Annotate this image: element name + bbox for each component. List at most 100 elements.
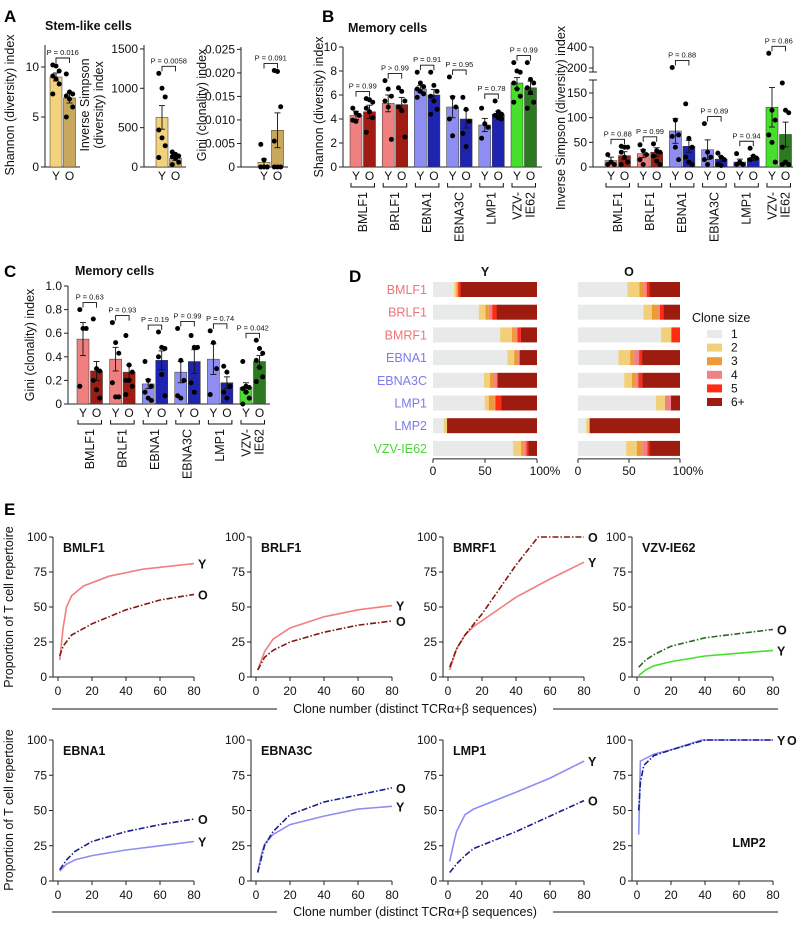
y-tick-label: 25 — [613, 635, 627, 649]
data-point — [258, 141, 264, 147]
series-end-label: O — [396, 782, 406, 796]
data-point — [786, 110, 792, 116]
x-tick-label: 60 — [732, 684, 746, 698]
data-point — [622, 154, 627, 160]
series-end-label: O — [588, 531, 598, 545]
legend-swatch — [707, 357, 722, 366]
stack-segment-6+ — [671, 395, 680, 411]
data-point — [453, 104, 459, 110]
data-point — [446, 74, 452, 80]
data-point — [514, 86, 520, 92]
legend-title: Clone size — [692, 311, 750, 325]
significance-bracket — [55, 57, 70, 63]
x-tick-label: 20 — [283, 888, 297, 902]
line-panel-vzv-ie62 — [628, 536, 774, 681]
x-sublabel: O — [65, 169, 74, 183]
line-panel-ebna1 — [49, 739, 195, 885]
line-panel-brlf1 — [247, 536, 393, 681]
group-bracket — [77, 420, 102, 425]
stack-segment-4 — [494, 395, 496, 411]
data-point — [156, 155, 162, 161]
y-tick-label: 1.0 — [45, 279, 62, 293]
data-point — [718, 163, 724, 169]
x-tick-label: 40 — [509, 888, 523, 902]
group-bracket — [637, 183, 663, 188]
data-point — [278, 104, 284, 110]
stack-segment-6+ — [589, 418, 680, 434]
data-point — [253, 357, 259, 363]
data-point — [531, 99, 537, 105]
stack-segment-6+ — [447, 418, 537, 434]
data-point — [689, 162, 695, 168]
x-sublabel: Y — [144, 406, 152, 420]
y-tick-label: 2 — [330, 136, 337, 150]
p-value: P = 0.016 — [47, 48, 79, 57]
stack-segment-3 — [636, 440, 643, 456]
p-value: P = 0.88 — [668, 50, 696, 59]
series-line-o — [256, 620, 393, 671]
data-point — [772, 117, 778, 123]
data-point — [396, 85, 401, 91]
data-point — [769, 107, 775, 113]
data-point — [618, 149, 624, 155]
data-point — [56, 81, 62, 87]
group-label: LMP1 — [740, 192, 754, 225]
data-point — [421, 84, 427, 90]
bar-group — [414, 64, 441, 188]
y-tick-label: 100 — [567, 111, 587, 125]
x-tick-label: 80 — [577, 684, 591, 698]
data-point — [747, 157, 753, 163]
y-tick-label: 6 — [330, 88, 337, 102]
stack-segment-5 — [646, 282, 650, 297]
data-point — [63, 93, 69, 99]
data-point — [428, 93, 434, 99]
data-point — [524, 105, 530, 111]
stack-segment-3 — [631, 372, 637, 388]
x-tick-label: 60 — [732, 888, 746, 902]
x-sublabel: O — [273, 169, 282, 183]
stack-segment-4 — [515, 327, 518, 343]
data-point — [162, 346, 168, 352]
p-value: P = 0.091 — [255, 54, 287, 63]
bar-group — [446, 69, 473, 188]
y-tick-label: 50 — [424, 600, 438, 614]
data-point — [382, 98, 388, 104]
stack-segment-2 — [661, 327, 672, 343]
series-end-label: O — [588, 795, 598, 809]
data-point — [672, 144, 678, 150]
data-point — [278, 164, 284, 170]
data-point — [396, 104, 401, 110]
stacked-bar-chart-D — [432, 282, 722, 463]
significance-bracket — [212, 323, 228, 329]
x-sublabel: Y — [112, 406, 120, 420]
p-value: P > 0.99 — [381, 64, 409, 73]
data-point — [701, 121, 707, 127]
legend-label: 5 — [731, 381, 738, 395]
group-bracket — [110, 420, 135, 425]
p-value: P = 0.0058 — [151, 56, 187, 65]
bar-group — [765, 45, 792, 188]
x-tick-label: 0 — [634, 684, 641, 698]
data-point — [450, 94, 456, 100]
x-sublabel: O — [461, 169, 470, 183]
series-end-label: Y — [396, 600, 405, 614]
stack-segment-3 — [651, 304, 659, 320]
y-tick-label: 75 — [34, 565, 48, 579]
data-point — [77, 307, 83, 313]
legend-label: 6+ — [731, 395, 745, 409]
stack-segment-3 — [630, 350, 635, 366]
p-value: P = 0.99 — [636, 127, 664, 136]
y-tick-label: 0 — [40, 874, 47, 888]
x-tick-label: 0 — [445, 684, 452, 698]
x-tick-label: 100% — [673, 464, 704, 478]
data-point — [145, 377, 151, 383]
significance-bracket — [610, 138, 625, 145]
x-tick-label: 60 — [543, 684, 557, 698]
data-point — [221, 363, 227, 369]
data-point — [708, 154, 714, 160]
data-point — [240, 401, 246, 407]
significance-bracket — [355, 91, 370, 97]
data-point — [460, 130, 466, 136]
data-point — [178, 357, 184, 363]
group-bracket — [766, 183, 791, 188]
